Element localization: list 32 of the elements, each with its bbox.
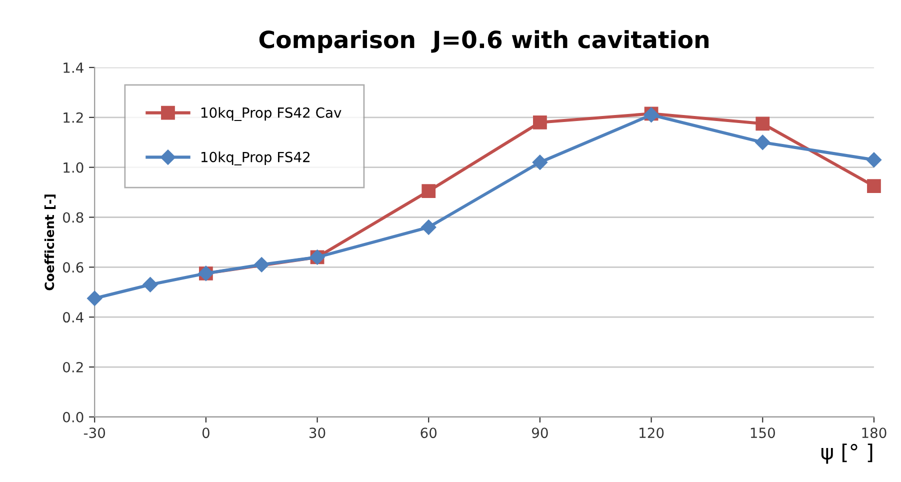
x-tick-label: -30 (84, 428, 106, 438)
x-tick-label: 90 (532, 428, 548, 438)
point (756, 116, 770, 131)
y-tick-label: 1.4 (64, 62, 84, 73)
point (755, 134, 770, 150)
x-tick-label: 60 (420, 428, 437, 438)
y-tick-label: 0.6 (63, 262, 84, 273)
y-axis-title: Coefficient [-] (44, 194, 56, 290)
legend-label: 10kq_Prop FS42 Cav (201, 107, 342, 121)
point (867, 179, 881, 193)
x-tick-label: 180 (862, 428, 886, 438)
x-tick-label: 150 (750, 428, 775, 438)
y-tick-label: 0.0 (63, 412, 84, 422)
point (142, 277, 158, 292)
point (87, 290, 102, 306)
point (421, 220, 436, 235)
x-tick-label: 120 (640, 428, 664, 438)
x-tick-label: 0 (202, 428, 210, 438)
point (422, 184, 436, 198)
legend-label: 10kq_Prop FS42 (201, 152, 310, 166)
point (866, 152, 882, 168)
y-tick-label: 0.8 (63, 212, 84, 223)
x-axis-title: ψ [° ] (821, 444, 872, 464)
y-tick-label: 0.4 (63, 312, 84, 323)
y-tick-label: 1.0 (64, 162, 84, 173)
x-tick-label: 30 (310, 428, 326, 438)
point (532, 154, 548, 170)
point (533, 115, 547, 130)
y-tick-label: 1.2 (64, 112, 83, 123)
chart-title: Comparison J=0.6 with cavitation (259, 30, 709, 53)
point (254, 257, 270, 272)
y-tick-label: 0.2 (63, 362, 83, 372)
